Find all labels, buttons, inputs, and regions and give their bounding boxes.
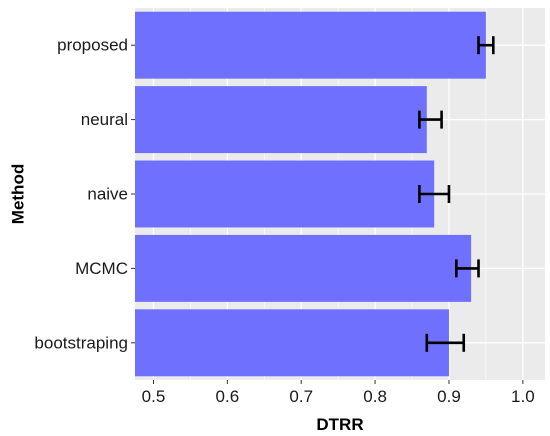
- bar-MCMC: [135, 234, 472, 302]
- x-tick-label: 0.5: [142, 387, 166, 406]
- bar-bootstraping: [135, 309, 449, 377]
- x-axis-ticks: 0.5 0.6 0.7 0.8 0.9 1.0: [142, 380, 535, 406]
- bars: [135, 11, 486, 377]
- error-bar-naive: [418, 185, 451, 203]
- error-bars: [418, 36, 495, 352]
- y-axis-title: Method: [9, 164, 28, 224]
- x-tick-label: 0.8: [363, 387, 387, 406]
- x-tick-label: 1.0: [511, 387, 535, 406]
- bar-neural: [135, 86, 427, 154]
- bar-naive: [135, 160, 435, 228]
- x-tick-label: 0.9: [437, 387, 461, 406]
- error-bar-proposed: [477, 36, 495, 55]
- error-bar-bootstraping: [425, 333, 466, 352]
- x-axis-title: DTRR: [316, 415, 363, 434]
- error-bar-neural: [418, 110, 443, 129]
- y-tick-label: proposed: [57, 36, 128, 55]
- y-tick-label: neural: [81, 110, 128, 129]
- x-tick-label: 0.6: [216, 387, 240, 406]
- y-tick-label: naive: [87, 185, 128, 204]
- x-tick-label: 0.7: [289, 387, 313, 406]
- y-tick-label: MCMC: [75, 259, 128, 278]
- y-tick-label: bootstraping: [34, 333, 128, 352]
- error-bar-MCMC: [455, 259, 480, 278]
- y-axis-ticks: proposed neural naive MCMC bootstraping: [34, 36, 135, 352]
- bar-proposed: [135, 11, 486, 79]
